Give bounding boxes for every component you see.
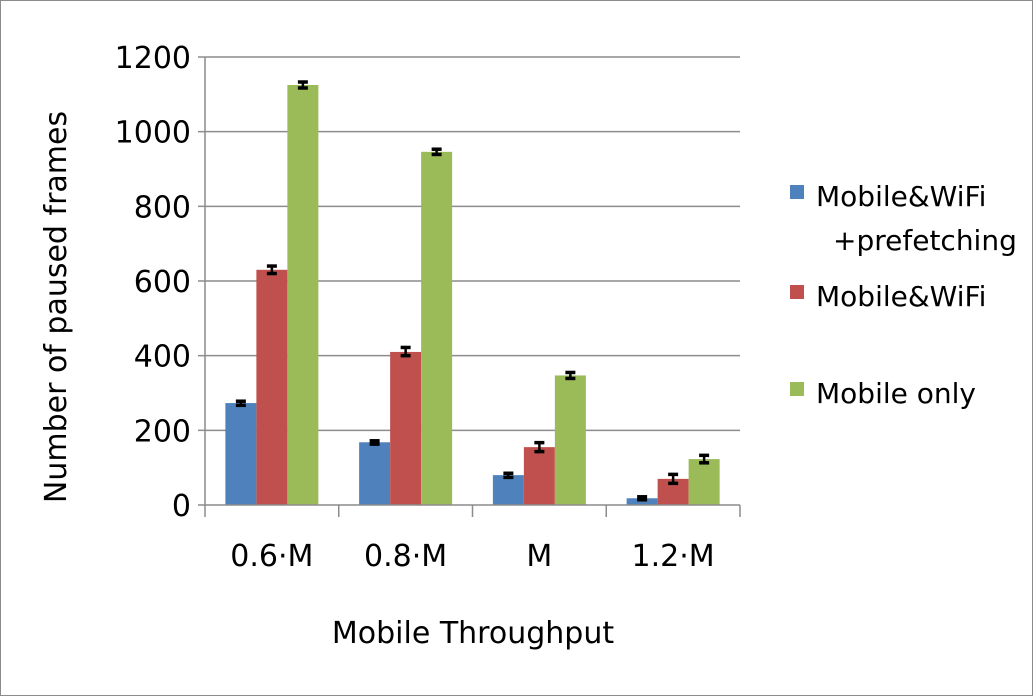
x-tick-label-3: 1.2·M (632, 539, 715, 574)
bar-2-1 (421, 151, 453, 505)
bars (225, 85, 720, 505)
bar-2-3 (688, 459, 720, 505)
bar-0-1 (359, 442, 391, 505)
y-tick-label-1000: 1000 (115, 116, 191, 151)
y-tick-label-400: 400 (134, 340, 191, 375)
x-axis-title: Mobile Throughput (332, 616, 614, 651)
legend-swatch-1 (790, 285, 804, 299)
error-bars (235, 80, 710, 502)
legend-swatch-0 (790, 185, 804, 199)
bar-1-0 (256, 269, 288, 505)
y-tick-label-800: 800 (134, 190, 191, 225)
bar-0-2 (492, 475, 524, 505)
bar-2-2 (554, 375, 586, 505)
y-axis-title: Number of paused frames (39, 111, 74, 503)
bar-1-1 (390, 351, 422, 505)
bar-2-0 (287, 85, 319, 505)
bar-0-3 (626, 498, 658, 505)
legend-swatch-2 (790, 382, 804, 396)
x-tick-label-2: M (526, 539, 552, 574)
x-tick-label-0: 0.6·M (230, 539, 313, 574)
bar-1-2 (523, 447, 555, 505)
x-tick-labels: 0.6·M 0.8·M M 1.2·M (230, 539, 714, 574)
x-tick-label-1: 0.8·M (364, 539, 447, 574)
legend-label-0-1: +prefetching (833, 224, 1017, 257)
y-tick-label-1200: 1200 (115, 41, 191, 76)
legend-label-2-0: Mobile only (816, 377, 976, 410)
y-tick-label-600: 600 (134, 265, 191, 300)
y-tick-labels: 0 200 400 600 800 1000 1200 (115, 41, 191, 524)
axes (204, 57, 741, 517)
legend-label-0-0: Mobile&WiFi (816, 180, 986, 213)
y-tick-label-0: 0 (172, 489, 191, 524)
bar-0-0 (225, 403, 257, 505)
y-tick-label-200: 200 (134, 414, 191, 449)
legend-label-1-0: Mobile&WiFi (816, 280, 986, 313)
legend: Mobile&WiFi +prefetching Mobile&WiFi Mobile… (790, 180, 1017, 410)
